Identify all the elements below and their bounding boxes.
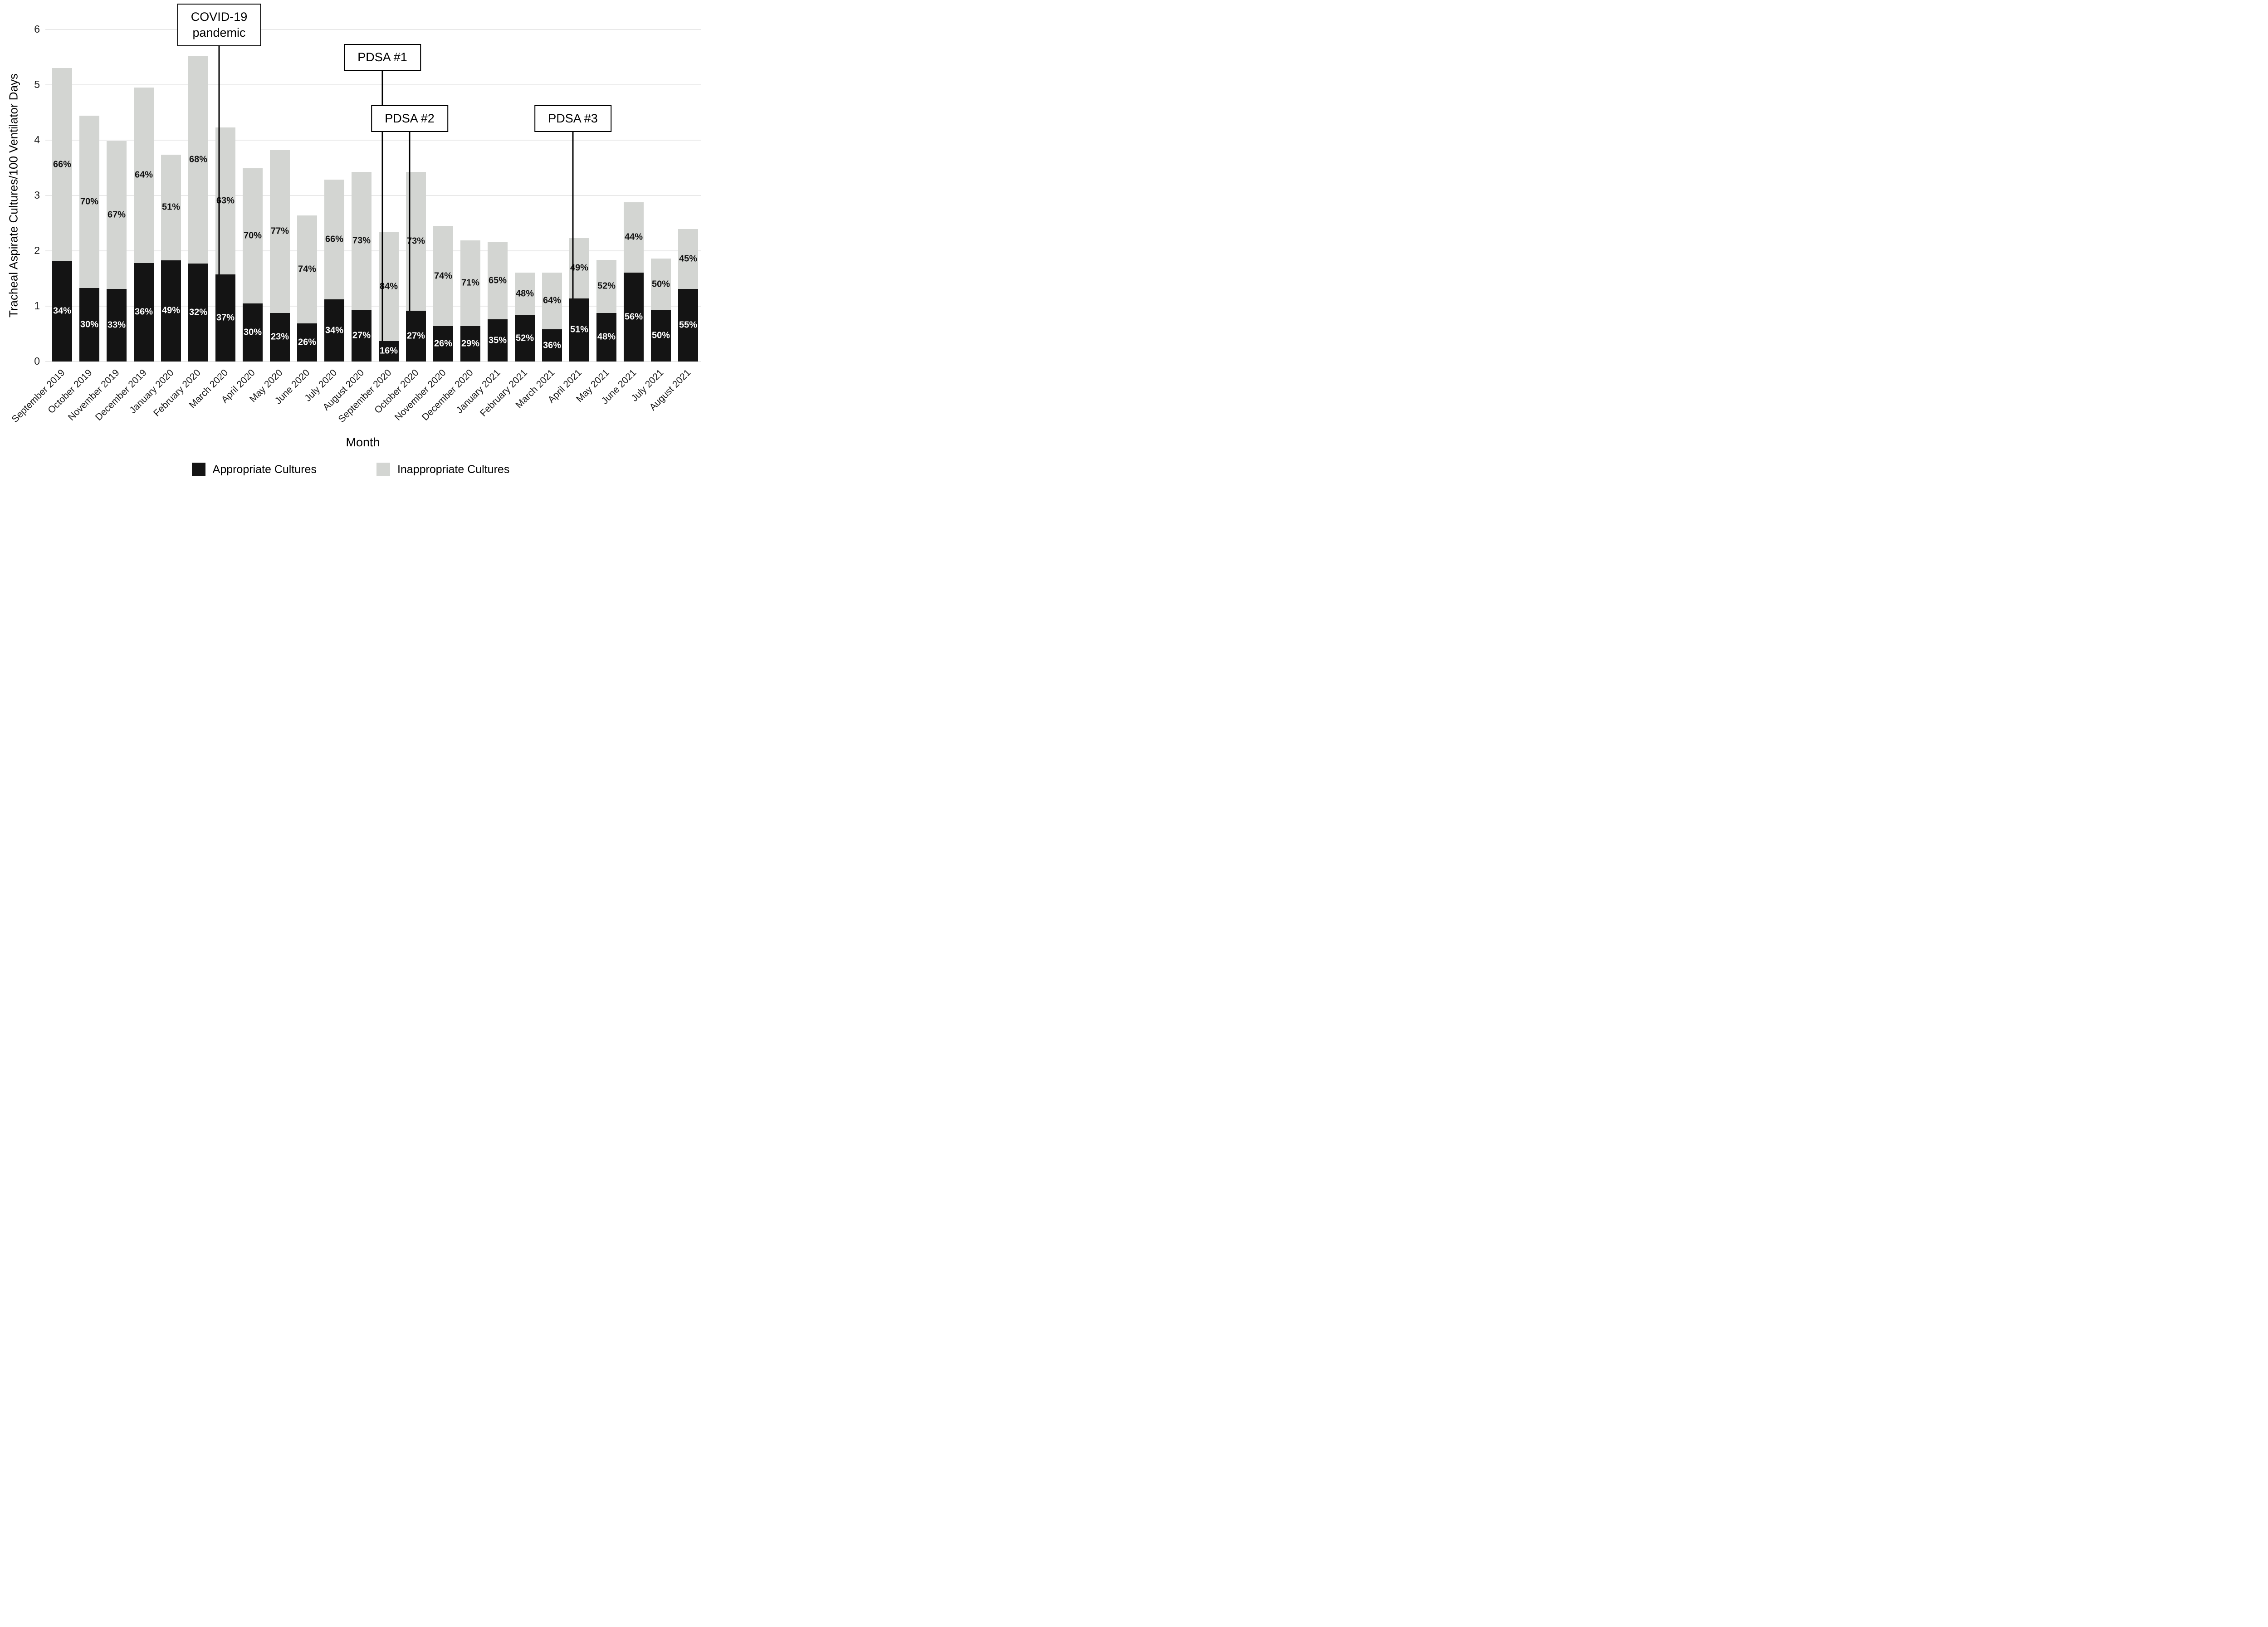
bar-segment-inappropriate: 70%: [79, 116, 99, 288]
y-axis-tick-label: 5: [34, 78, 40, 90]
gridline: [45, 140, 701, 141]
grid-layer: 0 1 2 3 4 5 6: [0, 0, 701, 484]
gridline: [45, 306, 701, 307]
y-axis-tick-label: 4: [34, 133, 40, 146]
annotation-box: PDSA #1: [344, 44, 421, 71]
gridline: [45, 250, 701, 251]
annotation-box: PDSA #3: [534, 105, 611, 132]
annotation-line: [381, 71, 383, 341]
legend-item: Inappropriate Cultures: [376, 463, 509, 476]
gridline: [45, 195, 701, 196]
y-axis-tick-label: 2: [34, 244, 40, 256]
legend-label: Inappropriate Cultures: [397, 463, 510, 476]
legend-swatch: [376, 463, 390, 476]
annotation-box: PDSA #2: [371, 105, 448, 132]
legend: Appropriate Cultures Inappropriate Cultur…: [0, 463, 701, 476]
y-axis-tick-label: 3: [34, 189, 40, 201]
legend-swatch: [191, 463, 205, 476]
gridline: [45, 361, 701, 362]
annotation-line: [218, 46, 220, 275]
bar-segment-inappropriate: 51%: [161, 154, 181, 260]
legend-label: Appropriate Cultures: [212, 463, 317, 476]
gridline: [45, 84, 701, 85]
bar-segment-inappropriate: 73%: [352, 171, 371, 310]
gridline: [45, 29, 701, 30]
annotation-box: COVID-19 pandemic: [177, 4, 261, 47]
annotation-line: [572, 132, 574, 298]
legend-item: Appropriate Cultures: [191, 463, 317, 476]
annotation-line: [409, 132, 411, 311]
y-axis-tick-label: 0: [34, 355, 40, 367]
bar-segment-appropriate: 30%: [79, 288, 99, 362]
annotation-layer: COVID-19 pandemic PDSA #1 PDSA #2 PDSA #3: [0, 0, 701, 484]
y-axis-tick-label: 1: [34, 299, 40, 312]
y-axis-tick-label: 6: [34, 23, 40, 35]
chart-figure: Tracheal Aspirate Cultures/100 Ventilato…: [0, 0, 701, 484]
bar-segment-appropriate: 35%: [488, 319, 508, 362]
x-axis-title: Month: [346, 435, 380, 449]
